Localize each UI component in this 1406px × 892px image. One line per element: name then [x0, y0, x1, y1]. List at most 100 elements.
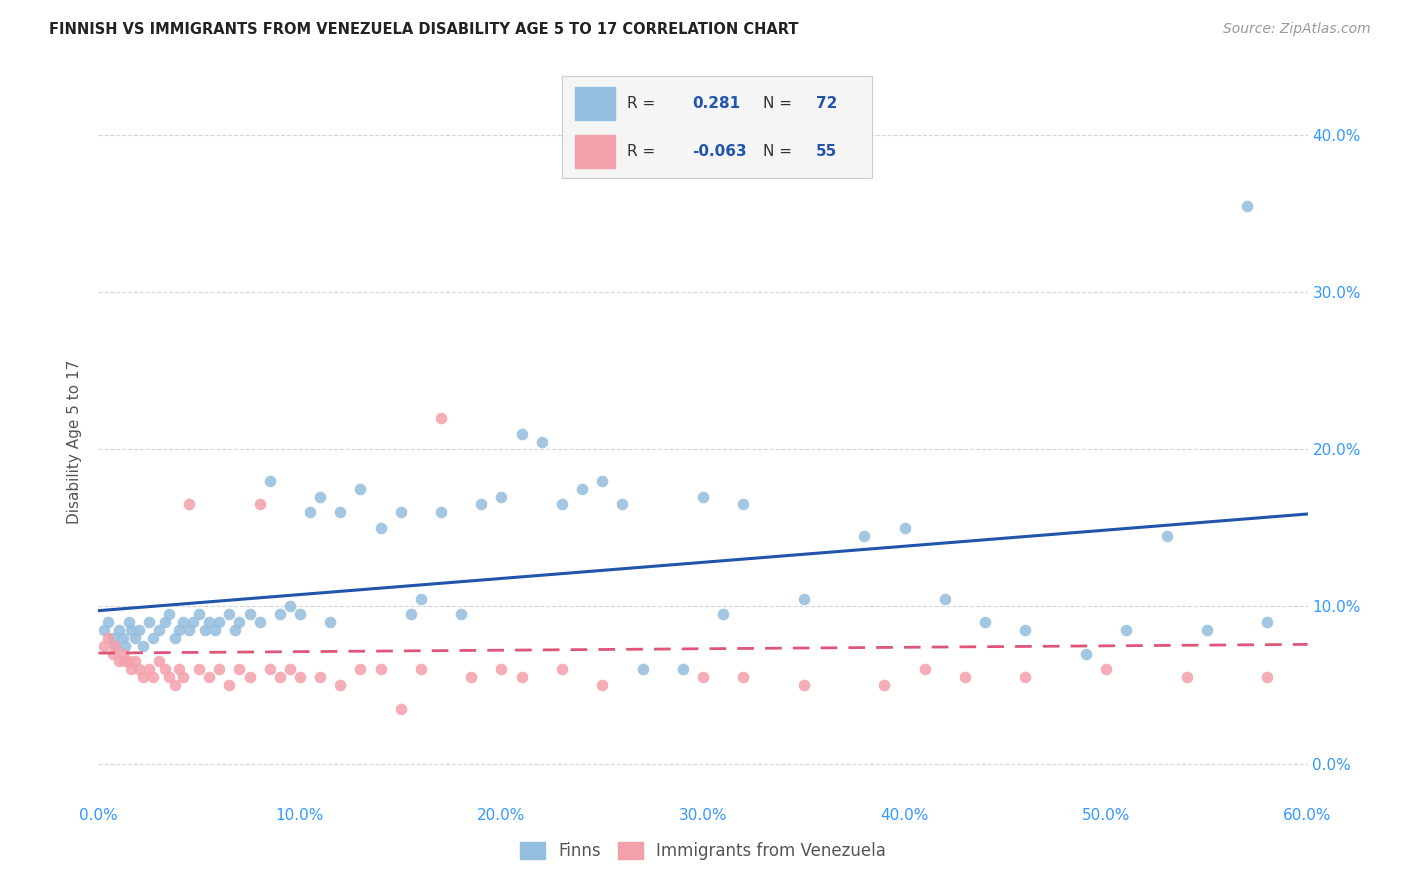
Point [278, 599, 301, 614]
Text: -0.063: -0.063 [692, 145, 747, 160]
Point [118, 655, 141, 669]
Point [893, 521, 915, 535]
Point [120, 623, 142, 637]
Point [1014, 670, 1036, 684]
Point [249, 615, 271, 630]
Point [793, 591, 815, 606]
Point [167, 623, 190, 637]
Point [510, 426, 533, 441]
Point [1175, 670, 1198, 684]
Point [460, 670, 482, 684]
Point [349, 482, 371, 496]
Point [239, 670, 262, 684]
Point [1236, 199, 1258, 213]
Legend: Finns, Immigrants from Venezuela: Finns, Immigrants from Venezuela [513, 835, 893, 867]
Point [204, 623, 226, 637]
Point [288, 670, 311, 684]
Point [873, 678, 896, 692]
Point [409, 662, 432, 676]
Point [181, 615, 204, 630]
Point [733, 497, 755, 511]
Point [179, 623, 201, 637]
Point [198, 670, 221, 684]
Point [269, 607, 291, 622]
Point [309, 490, 332, 504]
Point [128, 623, 150, 637]
Bar [575, 136, 614, 168]
Point [107, 655, 129, 669]
Point [571, 482, 593, 496]
Text: R =: R = [627, 145, 655, 160]
Point [269, 670, 291, 684]
Point [142, 670, 165, 684]
Point [194, 623, 217, 637]
Point [148, 655, 170, 669]
Point [299, 505, 322, 519]
Point [198, 615, 221, 630]
Point [249, 497, 271, 511]
Point [953, 670, 976, 684]
Point [1156, 529, 1178, 543]
Point [179, 497, 201, 511]
Point [157, 607, 180, 622]
Point [934, 591, 956, 606]
Point [132, 639, 155, 653]
Point [370, 521, 392, 535]
Point [612, 497, 634, 511]
Point [491, 662, 513, 676]
Point [218, 678, 240, 692]
Point [188, 662, 211, 676]
Point [1195, 623, 1218, 637]
Point [157, 670, 180, 684]
Point [1095, 662, 1118, 676]
Point [148, 623, 170, 637]
Point [101, 647, 124, 661]
Point [208, 615, 231, 630]
Point [101, 631, 124, 645]
Point [974, 615, 997, 630]
Point [153, 615, 176, 630]
Point [228, 662, 250, 676]
Point [278, 662, 301, 676]
Point [188, 607, 211, 622]
Point [853, 529, 876, 543]
Text: 72: 72 [815, 96, 838, 111]
Point [224, 623, 246, 637]
Point [329, 505, 352, 519]
Point [172, 615, 194, 630]
Point [793, 678, 815, 692]
Point [97, 615, 120, 630]
Point [1256, 670, 1278, 684]
Point [692, 490, 714, 504]
Point [491, 490, 513, 504]
Text: N =: N = [763, 96, 793, 111]
Point [153, 662, 176, 676]
Point [551, 497, 574, 511]
Text: FINNISH VS IMMIGRANTS FROM VENEZUELA DISABILITY AGE 5 TO 17 CORRELATION CHART: FINNISH VS IMMIGRANTS FROM VENEZUELA DIS… [49, 22, 799, 37]
Point [163, 631, 186, 645]
Text: R =: R = [627, 96, 655, 111]
Point [128, 662, 150, 676]
Point [111, 631, 134, 645]
Point [138, 662, 160, 676]
Point [733, 670, 755, 684]
Point [309, 670, 332, 684]
Point [167, 662, 190, 676]
Point [259, 474, 281, 488]
Point [591, 474, 613, 488]
Point [319, 615, 342, 630]
Point [103, 639, 125, 653]
Point [450, 607, 472, 622]
Point [389, 701, 412, 715]
Point [124, 631, 146, 645]
Point [208, 662, 231, 676]
Point [470, 497, 492, 511]
Point [1074, 647, 1097, 661]
Text: 55: 55 [815, 145, 838, 160]
Bar [575, 87, 614, 120]
Point [103, 639, 125, 653]
Text: 0.281: 0.281 [692, 96, 741, 111]
Text: Source: ZipAtlas.com: Source: ZipAtlas.com [1223, 22, 1371, 37]
Point [1256, 615, 1278, 630]
Y-axis label: Disability Age 5 to 17: Disability Age 5 to 17 [67, 359, 83, 524]
